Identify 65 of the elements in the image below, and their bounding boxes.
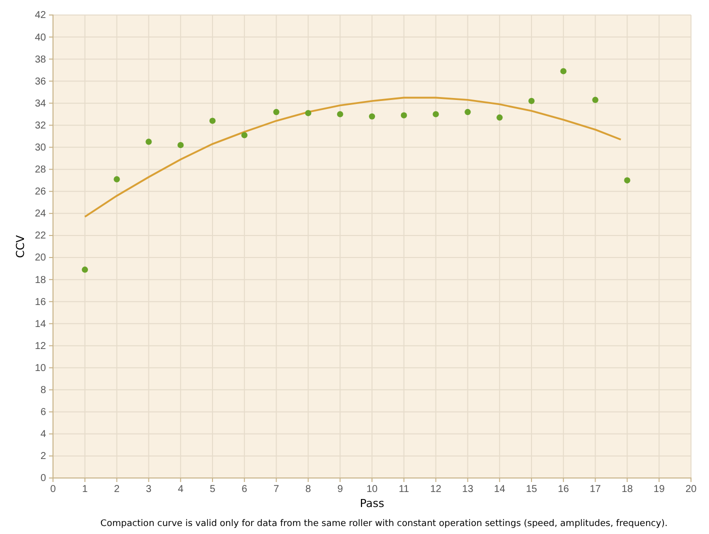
x-axis-title: Pass	[360, 497, 384, 510]
x-tick-label: 6	[242, 484, 248, 496]
x-tick-label: 3	[146, 484, 152, 496]
point	[464, 108, 471, 116]
y-tick-label: 30	[34, 142, 46, 154]
x-tick-label: 9	[337, 484, 344, 496]
line-series	[84, 96, 622, 218]
y-tick-label: 38	[34, 54, 46, 66]
y-tick-label: 32	[34, 120, 46, 132]
x-tick-label: 2	[114, 484, 120, 496]
y-tick-label: 24	[34, 208, 46, 220]
y-tick-label: 40	[34, 32, 46, 44]
y-tick-label: 14	[34, 318, 46, 330]
point	[146, 138, 152, 145]
y-tick-label: 18	[34, 274, 46, 286]
y-tick-label: 36	[34, 76, 46, 88]
point	[82, 266, 88, 273]
point	[400, 112, 407, 118]
x-tick-label: 17	[590, 484, 602, 496]
y-axis-title: CCV	[14, 234, 27, 258]
x-tick-label: 14	[494, 484, 506, 496]
y-tick-label: 4	[40, 429, 46, 440]
x-tick-label: 16	[558, 484, 570, 496]
x-tick-label: 12	[430, 484, 442, 496]
x-tick-label: 15	[526, 484, 538, 496]
point	[209, 118, 216, 124]
text: Compaction curve is valid only for data from the same roller with constant operation settings (speed, amplitudes, frequency).	[100, 519, 668, 529]
y-tick-label: 0	[40, 473, 46, 484]
y-tick-label: 20	[34, 252, 46, 264]
x-tick-label: 4	[178, 484, 184, 496]
x-tick-label: 10	[366, 484, 378, 496]
point	[560, 68, 566, 74]
x-tick-label: 5	[210, 484, 216, 496]
point	[305, 110, 312, 116]
point	[624, 177, 630, 184]
y-tick-label: 2	[40, 451, 46, 462]
point	[368, 113, 376, 120]
point	[496, 114, 503, 121]
x-tick-label: 20	[685, 484, 697, 496]
y-tick-label: 22	[34, 230, 46, 242]
x-tick-label: 19	[654, 484, 666, 496]
point	[114, 176, 120, 182]
point	[337, 111, 344, 118]
point	[241, 132, 248, 138]
x-tick-label: 13	[462, 484, 474, 496]
y-tick-label: 8	[40, 385, 46, 396]
x-tick-label: 18	[622, 484, 634, 496]
point	[432, 111, 439, 118]
y-tick-label: 16	[34, 296, 46, 308]
x-tick-label: 1	[82, 484, 88, 496]
y-tick-label: 6	[40, 407, 46, 418]
point	[273, 108, 280, 116]
y-tick-label: 42	[34, 10, 46, 22]
point	[592, 96, 598, 103]
y-tick-label: 28	[34, 164, 46, 176]
y-tick-label: 12	[34, 340, 46, 352]
x-tick-label: 0	[50, 484, 56, 496]
y-tick-label: 26	[34, 186, 46, 198]
y-tick-label: 34	[34, 98, 46, 110]
y-tick-label: 10	[34, 362, 46, 374]
x-tick-label: 7	[274, 484, 280, 496]
point	[528, 98, 535, 104]
point	[178, 142, 184, 148]
x-tick-label: 8	[305, 484, 312, 496]
x-tick-label: 11	[398, 484, 410, 496]
